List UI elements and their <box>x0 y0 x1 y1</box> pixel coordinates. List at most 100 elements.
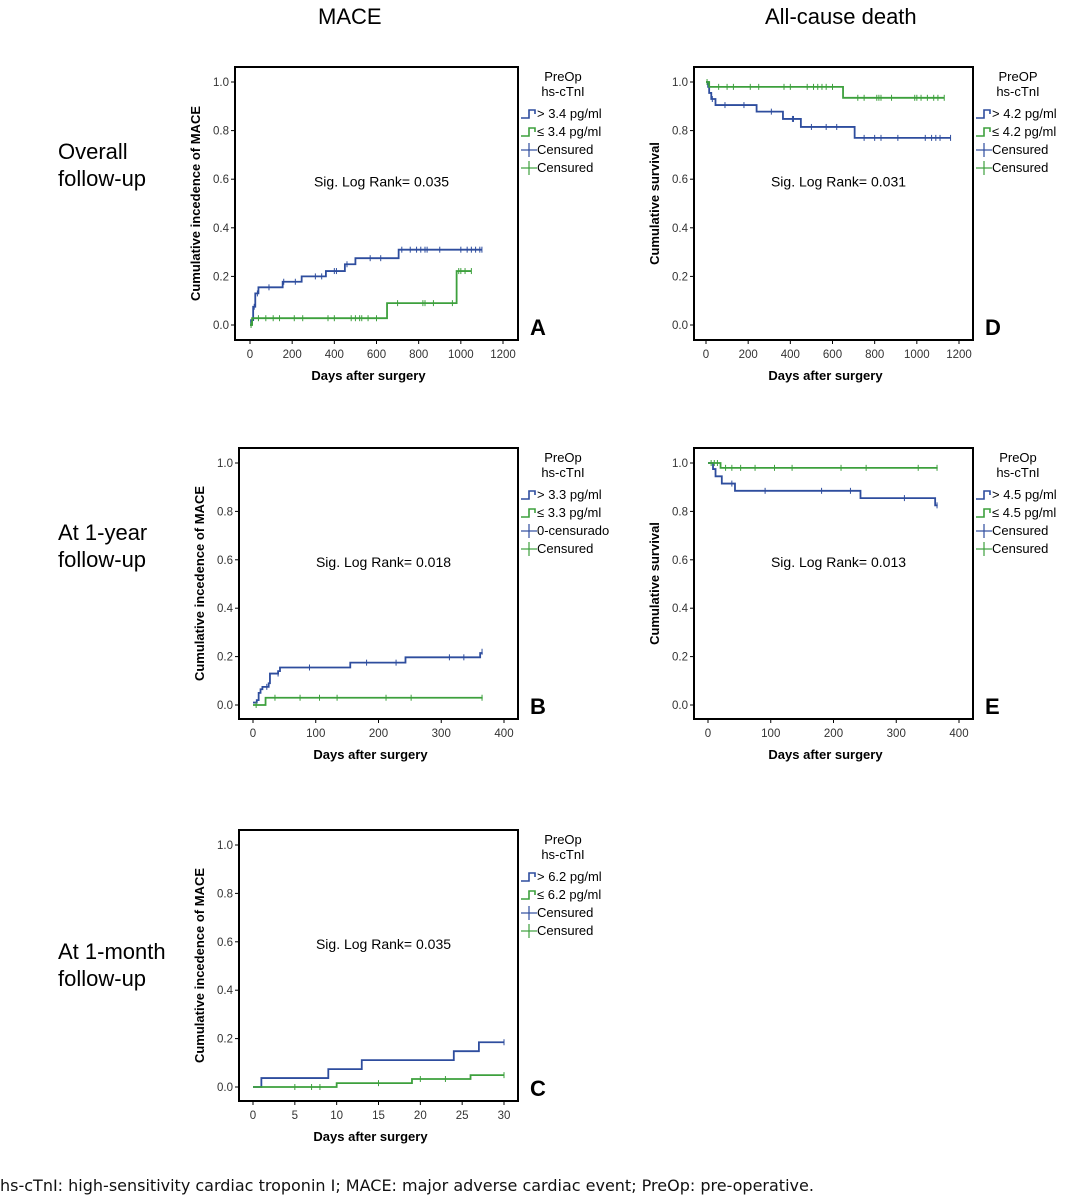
y-tick-label: 0.6 <box>672 555 688 567</box>
km-curve-low <box>708 462 938 469</box>
y-tick-label: 1.0 <box>213 77 229 89</box>
legend-label: Censured <box>537 142 593 157</box>
column-title-all-cause-death: All-cause death <box>765 4 917 29</box>
x-tick-label: 400 <box>781 349 800 361</box>
legend-label: Censured <box>537 905 593 920</box>
y-tick-label: 0.8 <box>217 506 233 518</box>
x-axis-title: Days after surgery <box>313 1129 428 1144</box>
x-tick-label: 200 <box>824 728 843 740</box>
log-rank-annotation: Sig. Log Rank= 0.035 <box>316 936 451 952</box>
panel-letter: A <box>530 315 546 340</box>
legend-step-icon <box>521 872 536 882</box>
legend-title: PreOp <box>544 450 582 465</box>
log-rank-annotation: Sig. Log Rank= 0.035 <box>314 173 449 189</box>
x-tick-label: 30 <box>498 1110 511 1122</box>
legend-title: PreOp <box>544 832 582 847</box>
x-tick-label: 300 <box>432 728 451 740</box>
y-tick-label: 1.0 <box>672 77 688 89</box>
x-tick-label: 0 <box>250 1110 256 1122</box>
y-tick-label: 0.2 <box>672 271 688 283</box>
legend-label: Censured <box>537 160 593 175</box>
y-tick-label: 1.0 <box>217 458 233 470</box>
legend-label: Censured <box>992 541 1048 556</box>
km-curve-high <box>250 248 482 326</box>
row-title-line: follow-up <box>58 166 147 191</box>
km-curve-low <box>706 81 945 99</box>
km-panel-e: 0.0 0.2 0.4 0.6 0.8 1.0 0 100 200 300 400 Days afte… <box>647 447 1057 762</box>
x-tick-label: 1200 <box>490 349 516 361</box>
y-tick-label: 0.2 <box>672 652 688 664</box>
km-panel-b: 0.0 0.2 0.4 0.6 0.8 1.0 0 100 200 300 400 Days afte… <box>192 447 609 762</box>
legend-label: ≤ 4.2 pg/ml <box>992 124 1056 139</box>
x-axis-title: Days after surgery <box>311 368 426 383</box>
row-title-line: Overall <box>58 139 128 164</box>
legend-label: > 3.4 pg/ml <box>537 106 602 121</box>
panel-letter: D <box>985 315 1001 340</box>
x-tick-label: 400 <box>949 728 968 740</box>
legend-step-icon <box>521 109 536 119</box>
legend-label: ≤ 4.5 pg/ml <box>992 505 1056 520</box>
legend-step-icon <box>976 127 991 137</box>
row-title-1-year: At 1-year follow-up <box>58 519 147 573</box>
x-tick-label: 600 <box>823 349 842 361</box>
y-tick-label: 0.4 <box>672 223 689 235</box>
legend-title: PreOp <box>544 69 582 84</box>
y-tick-label: 0.6 <box>672 174 688 186</box>
legend-title: hs-cTnI <box>541 84 584 99</box>
x-tick-label: 400 <box>325 349 344 361</box>
row-title-line: At 1-month <box>58 939 166 964</box>
x-tick-label: 100 <box>306 728 325 740</box>
y-tick-label: 0.0 <box>672 700 688 712</box>
legend-title: hs-cTnI <box>996 84 1039 99</box>
km-curve-high <box>708 462 938 507</box>
legend-label: 0-censurado <box>537 523 609 538</box>
km-curve-low <box>250 270 472 326</box>
y-tick-label: 0.6 <box>213 174 229 186</box>
x-tick-label: 1000 <box>904 349 930 361</box>
x-axis-title: Days after surgery <box>313 747 428 762</box>
x-tick-label: 5 <box>292 1110 298 1122</box>
x-tick-label: 600 <box>367 349 386 361</box>
x-tick-label: 800 <box>409 349 428 361</box>
x-axis-title: Days after surgery <box>768 747 883 762</box>
legend-label: ≤ 3.4 pg/ml <box>537 124 601 139</box>
y-tick-label: 0.6 <box>217 937 233 949</box>
legend-label: > 6.2 pg/ml <box>537 869 602 884</box>
y-axis-title: Cumulative survival <box>647 142 662 265</box>
panel-letter: E <box>985 694 1000 719</box>
legend-step-icon <box>521 890 536 900</box>
km-panel-c: 0.0 0.2 0.4 0.6 0.8 1.0 0 5 10 15 20 25 30 Days after… <box>192 829 602 1144</box>
y-tick-label: 0.8 <box>213 126 229 138</box>
x-tick-label: 800 <box>865 349 884 361</box>
km-curve-high <box>253 652 483 704</box>
figure-caption: hs-cTnI: high-sensitivity cardiac tropon… <box>0 1176 814 1195</box>
legend-label: Censured <box>537 923 593 938</box>
legend-label: > 4.2 pg/ml <box>992 106 1057 121</box>
legend-label: > 3.3 pg/ml <box>537 487 602 502</box>
km-curve-low <box>253 696 483 706</box>
legend-label: > 4.5 pg/ml <box>992 487 1057 502</box>
row-title-line: follow-up <box>58 547 147 572</box>
panel-letter: C <box>530 1076 546 1101</box>
legend-label: Censured <box>992 160 1048 175</box>
x-axis-title: Days after surgery <box>768 368 883 383</box>
y-tick-label: 0.4 <box>213 223 230 235</box>
legend-step-icon <box>521 490 536 500</box>
legend-label: ≤ 3.3 pg/ml <box>537 505 601 520</box>
x-tick-label: 200 <box>369 728 388 740</box>
km-curve-high <box>706 81 951 139</box>
y-tick-label: 0.2 <box>217 652 233 664</box>
log-rank-annotation: Sig. Log Rank= 0.031 <box>771 173 906 189</box>
legend-step-icon <box>976 508 991 518</box>
plot-frame <box>238 447 519 720</box>
x-tick-label: 400 <box>494 728 513 740</box>
km-curve-high <box>253 1041 504 1088</box>
plot-frame <box>693 66 974 341</box>
row-title-1-month: At 1-month follow-up <box>58 938 166 992</box>
y-tick-label: 0.8 <box>672 126 688 138</box>
x-tick-label: 0 <box>250 728 256 740</box>
y-tick-label: 1.0 <box>672 458 688 470</box>
row-title-line: follow-up <box>58 966 147 991</box>
y-tick-label: 0.4 <box>217 603 234 615</box>
